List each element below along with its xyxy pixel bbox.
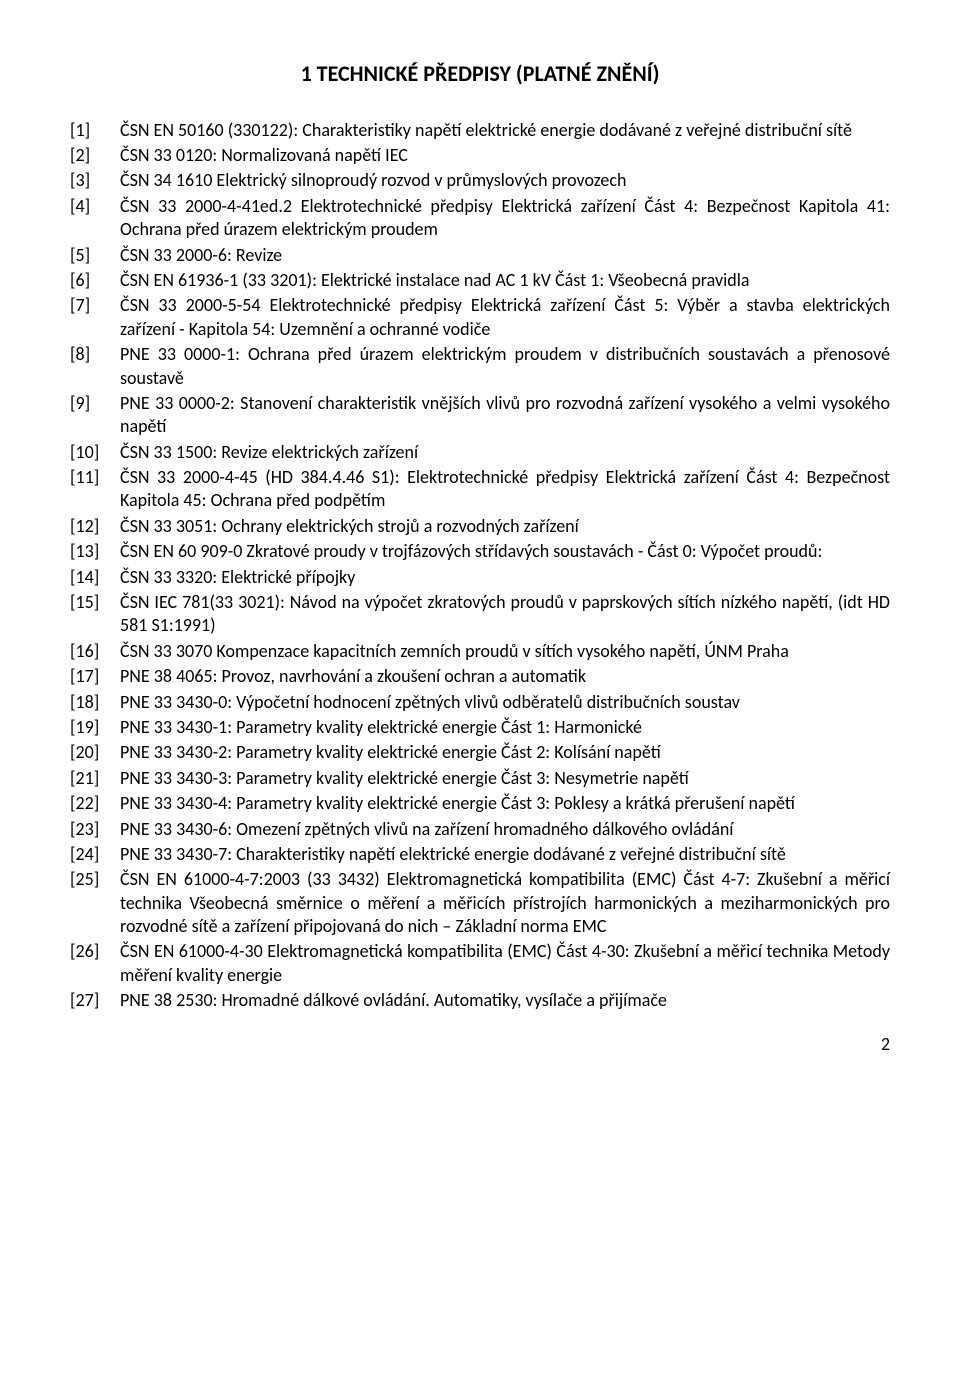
list-item: [15]ČSN IEC 781(33 3021): Návod na výpoč… bbox=[70, 591, 890, 638]
item-ref: [22] bbox=[70, 792, 120, 815]
reference-list: [1]ČSN EN 50160 (330122): Charakteristik… bbox=[70, 119, 890, 1013]
list-item: [5]ČSN 33 2000-6: Revize bbox=[70, 244, 890, 267]
item-text: PNE 33 0000-2: Stanovení charakteristik … bbox=[120, 392, 890, 439]
item-text: ČSN EN 61000-4-7:2003 (33 3432) Elektrom… bbox=[120, 868, 890, 938]
item-text: ČSN 33 3051: Ochrany elektrických strojů… bbox=[120, 515, 890, 538]
item-text: ČSN EN 50160 (330122): Charakteristiky n… bbox=[120, 119, 890, 142]
item-text: PNE 33 3430-0: Výpočetní hodnocení zpětn… bbox=[120, 691, 890, 714]
item-ref: [23] bbox=[70, 818, 120, 841]
list-item: [25]ČSN EN 61000-4-7:2003 (33 3432) Elek… bbox=[70, 868, 890, 938]
item-text: PNE 33 3430-1: Parametry kvality elektri… bbox=[120, 716, 890, 739]
item-text: PNE 33 3430-7: Charakteristiky napětí el… bbox=[120, 843, 890, 866]
item-ref: [14] bbox=[70, 566, 120, 589]
list-item: [10]ČSN 33 1500: Revize elektrických zař… bbox=[70, 441, 890, 464]
item-ref: [1] bbox=[70, 119, 120, 142]
list-item: [13]ČSN EN 60 909-0 Zkratové proudy v tr… bbox=[70, 540, 890, 563]
list-item: [19]PNE 33 3430-1: Parametry kvality ele… bbox=[70, 716, 890, 739]
list-item: [14]ČSN 33 3320: Elektrické přípojky bbox=[70, 566, 890, 589]
item-ref: [19] bbox=[70, 716, 120, 739]
item-ref: [10] bbox=[70, 441, 120, 464]
item-text: ČSN EN 60 909-0 Zkratové proudy v trojfá… bbox=[120, 540, 890, 563]
item-ref: [11] bbox=[70, 466, 120, 513]
item-ref: [4] bbox=[70, 195, 120, 242]
page-title: 1 TECHNICKÉ PŘEDPISY (PLATNÉ ZNĚNÍ) bbox=[70, 60, 890, 89]
list-item: [26]ČSN EN 61000-4-30 Elektromagnetická … bbox=[70, 940, 890, 987]
item-text: ČSN 33 1500: Revize elektrických zařízen… bbox=[120, 441, 890, 464]
item-ref: [26] bbox=[70, 940, 120, 987]
item-ref: [3] bbox=[70, 169, 120, 192]
list-item: [4]ČSN 33 2000-4-41ed.2 Elektrotechnické… bbox=[70, 195, 890, 242]
list-item: [23]PNE 33 3430-6: Omezení zpětných vliv… bbox=[70, 818, 890, 841]
list-item: [22]PNE 33 3430-4: Parametry kvality ele… bbox=[70, 792, 890, 815]
item-text: ČSN 33 2000-4-45 (HD 384.4.46 S1): Elekt… bbox=[120, 466, 890, 513]
list-item: [16]ČSN 33 3070 Kompenzace kapacitních z… bbox=[70, 640, 890, 663]
list-item: [12]ČSN 33 3051: Ochrany elektrických st… bbox=[70, 515, 890, 538]
item-ref: [18] bbox=[70, 691, 120, 714]
item-text: ČSN 33 2000-4-41ed.2 Elektrotechnické př… bbox=[120, 195, 890, 242]
list-item: [3]ČSN 34 1610 Elektrický silnoproudý ro… bbox=[70, 169, 890, 192]
item-text: ČSN 34 1610 Elektrický silnoproudý rozvo… bbox=[120, 169, 890, 192]
item-text: PNE 33 3430-2: Parametry kvality elektri… bbox=[120, 741, 890, 764]
item-text: ČSN 33 3070 Kompenzace kapacitních zemní… bbox=[120, 640, 890, 663]
list-item: [17]PNE 38 4065: Provoz, navrhování a zk… bbox=[70, 665, 890, 688]
item-ref: [13] bbox=[70, 540, 120, 563]
list-item: [1]ČSN EN 50160 (330122): Charakteristik… bbox=[70, 119, 890, 142]
item-ref: [27] bbox=[70, 989, 120, 1012]
item-ref: [20] bbox=[70, 741, 120, 764]
item-text: ČSN 33 3320: Elektrické přípojky bbox=[120, 566, 890, 589]
item-text: ČSN EN 61000-4-30 Elektromagnetická komp… bbox=[120, 940, 890, 987]
item-text: ČSN 33 2000-6: Revize bbox=[120, 244, 890, 267]
list-item: [9]PNE 33 0000-2: Stanovení charakterist… bbox=[70, 392, 890, 439]
item-ref: [6] bbox=[70, 269, 120, 292]
item-ref: [24] bbox=[70, 843, 120, 866]
list-item: [8]PNE 33 0000-1: Ochrana před úrazem el… bbox=[70, 343, 890, 390]
list-item: [21]PNE 33 3430-3: Parametry kvality ele… bbox=[70, 767, 890, 790]
item-text: ČSN IEC 781(33 3021): Návod na výpočet z… bbox=[120, 591, 890, 638]
list-item: [18]PNE 33 3430-0: Výpočetní hodnocení z… bbox=[70, 691, 890, 714]
item-ref: [16] bbox=[70, 640, 120, 663]
item-ref: [25] bbox=[70, 868, 120, 938]
item-text: PNE 33 3430-3: Parametry kvality elektri… bbox=[120, 767, 890, 790]
list-item: [2]ČSN 33 0120: Normalizovaná napětí IEC bbox=[70, 144, 890, 167]
item-ref: [15] bbox=[70, 591, 120, 638]
item-ref: [9] bbox=[70, 392, 120, 439]
list-item: [7]ČSN 33 2000-5-54 Elektrotechnické pře… bbox=[70, 294, 890, 341]
item-text: PNE 33 3430-6: Omezení zpětných vlivů na… bbox=[120, 818, 890, 841]
item-ref: [5] bbox=[70, 244, 120, 267]
item-ref: [2] bbox=[70, 144, 120, 167]
list-item: [20]PNE 33 3430-2: Parametry kvality ele… bbox=[70, 741, 890, 764]
list-item: [24]PNE 33 3430-7: Charakteristiky napět… bbox=[70, 843, 890, 866]
item-text: ČSN 33 2000-5-54 Elektrotechnické předpi… bbox=[120, 294, 890, 341]
item-ref: [17] bbox=[70, 665, 120, 688]
item-text: PNE 38 4065: Provoz, navrhování a zkouše… bbox=[120, 665, 890, 688]
item-text: PNE 38 2530: Hromadné dálkové ovládání. … bbox=[120, 989, 890, 1012]
list-item: [6]ČSN EN 61936-1 (33 3201): Elektrické … bbox=[70, 269, 890, 292]
item-text: ČSN EN 61936-1 (33 3201): Elektrické ins… bbox=[120, 269, 890, 292]
list-item: [27]PNE 38 2530: Hromadné dálkové ovládá… bbox=[70, 989, 890, 1012]
item-text: PNE 33 0000-1: Ochrana před úrazem elekt… bbox=[120, 343, 890, 390]
item-text: PNE 33 3430-4: Parametry kvality elektri… bbox=[120, 792, 890, 815]
item-ref: [21] bbox=[70, 767, 120, 790]
item-ref: [12] bbox=[70, 515, 120, 538]
page-number: 2 bbox=[70, 1033, 890, 1056]
item-ref: [8] bbox=[70, 343, 120, 390]
item-text: ČSN 33 0120: Normalizovaná napětí IEC bbox=[120, 144, 890, 167]
item-ref: [7] bbox=[70, 294, 120, 341]
list-item: [11]ČSN 33 2000-4-45 (HD 384.4.46 S1): E… bbox=[70, 466, 890, 513]
